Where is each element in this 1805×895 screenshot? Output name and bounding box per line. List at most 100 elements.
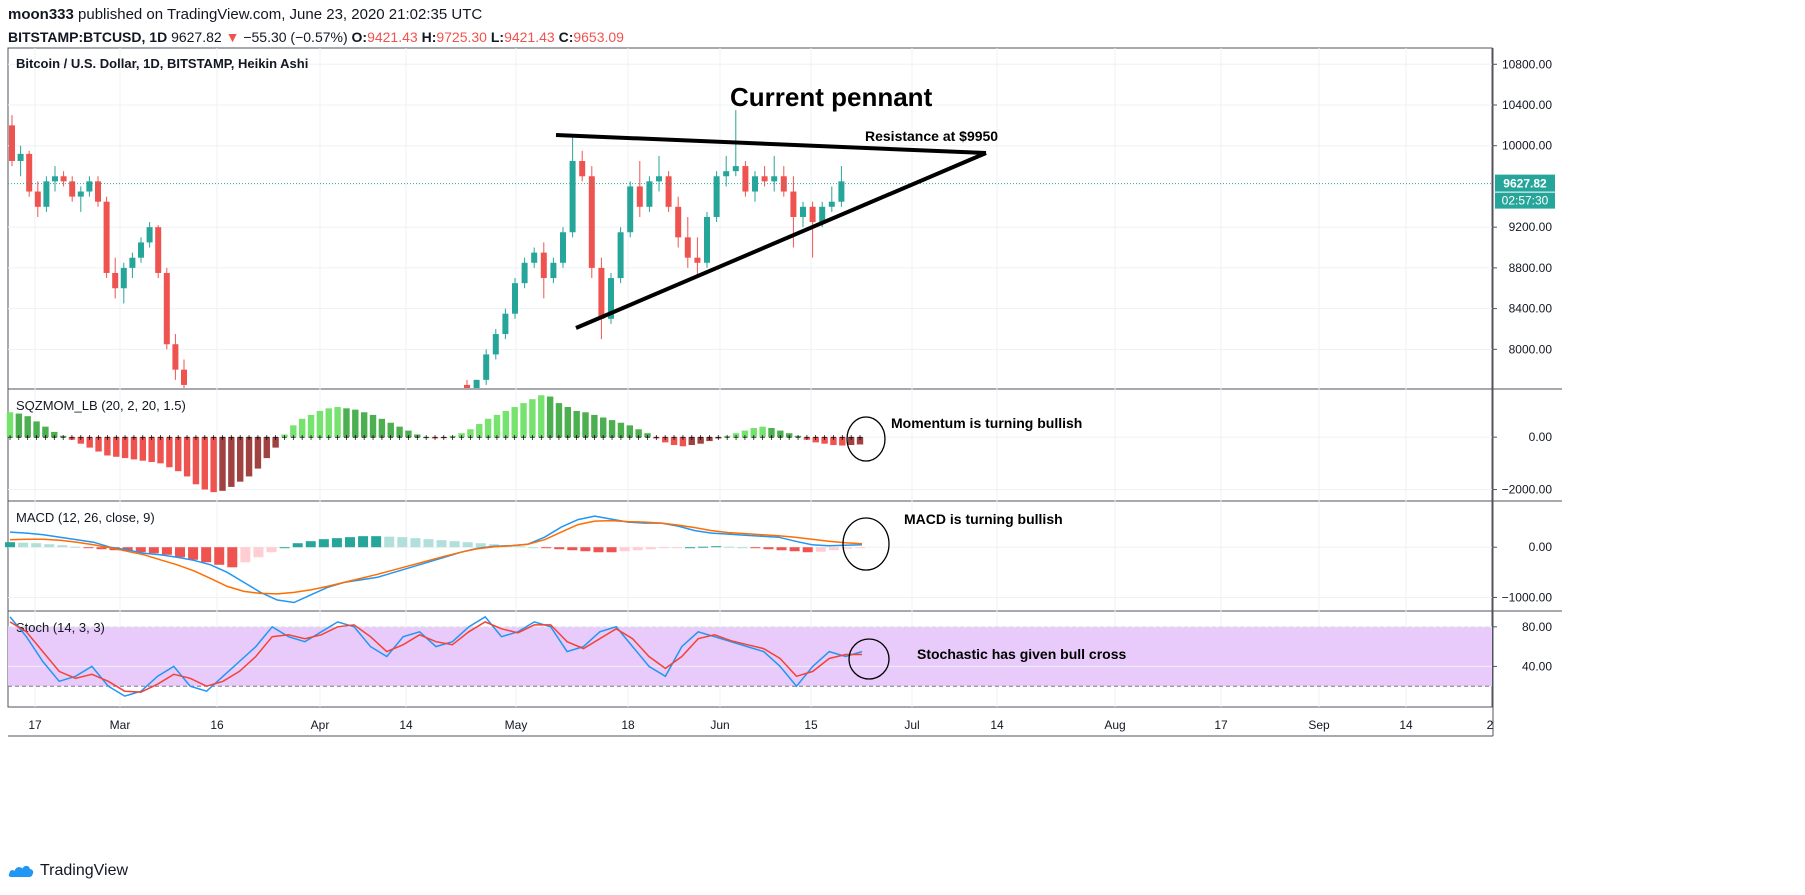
macd-histogram-bar bbox=[528, 547, 539, 549]
publisher-name[interactable]: moon333 bbox=[8, 6, 74, 23]
close-value: 9653.09 bbox=[573, 29, 624, 45]
macd-histogram-bar bbox=[789, 547, 800, 552]
candle-body bbox=[473, 379, 480, 388]
squeeze-dot: + bbox=[441, 433, 447, 444]
candle-body bbox=[43, 181, 50, 207]
momentum-bar bbox=[626, 425, 633, 438]
macd-histogram-bar bbox=[201, 547, 212, 563]
macd-histogram-bar bbox=[658, 547, 669, 549]
momentum-bar bbox=[467, 429, 474, 438]
squeeze-dot: + bbox=[166, 433, 172, 444]
momentum-bar bbox=[546, 396, 554, 438]
momentum-bar bbox=[555, 403, 563, 438]
tradingview-brand[interactable]: TradingView bbox=[40, 862, 129, 879]
squeeze-dot: + bbox=[122, 433, 128, 444]
momentum-bar bbox=[750, 427, 757, 438]
momentum-bar bbox=[51, 431, 58, 438]
momentum-bar bbox=[821, 437, 828, 444]
squeeze-dot: + bbox=[361, 433, 367, 444]
squeeze-dot: + bbox=[822, 433, 828, 444]
squeeze-dot: + bbox=[104, 433, 110, 444]
squeeze-dot: + bbox=[282, 433, 288, 444]
momentum-bar bbox=[511, 407, 518, 438]
candle-body bbox=[694, 257, 701, 263]
macd-histogram-bar bbox=[580, 547, 591, 552]
squeeze-dot: + bbox=[671, 433, 677, 444]
candle-body bbox=[112, 272, 119, 289]
macd-histogram-bar bbox=[371, 536, 382, 548]
candle-body bbox=[742, 166, 749, 192]
macd-histogram-bar bbox=[410, 538, 421, 548]
macd-histogram-bar bbox=[632, 547, 643, 551]
macd-histogram-bar bbox=[671, 547, 682, 549]
macd-histogram-bar bbox=[175, 547, 185, 558]
momentum-bar bbox=[130, 437, 138, 460]
macd-histogram-bar bbox=[188, 547, 199, 560]
momentum-bar bbox=[803, 437, 811, 440]
macd-histogram-bar bbox=[750, 547, 761, 549]
macd-histogram-bar bbox=[776, 547, 787, 551]
candle-body bbox=[656, 176, 662, 182]
high-value: 9725.30 bbox=[436, 29, 487, 45]
candle-body bbox=[492, 334, 499, 355]
macd-histogram-bar bbox=[436, 540, 447, 548]
momentum-bar bbox=[343, 408, 350, 438]
macd-histogram-bar bbox=[305, 541, 316, 548]
momentum-circle bbox=[846, 416, 886, 462]
momentum-bar bbox=[183, 437, 191, 477]
momentum-bar bbox=[723, 435, 731, 438]
momentum-bar bbox=[254, 437, 262, 469]
squeeze-dot: + bbox=[715, 433, 721, 444]
squeeze-dot: + bbox=[600, 433, 606, 444]
y-tick-label: −2000.00 bbox=[1502, 483, 1553, 497]
squeeze-dot: + bbox=[574, 433, 580, 444]
squeeze-dot: + bbox=[60, 433, 66, 444]
squeeze-dot: + bbox=[565, 433, 571, 444]
momentum-bar bbox=[644, 433, 651, 438]
momentum-bar bbox=[113, 437, 120, 457]
squeeze-dot: + bbox=[538, 433, 544, 444]
candle-body bbox=[464, 384, 470, 388]
momentum-bar bbox=[334, 407, 341, 438]
squeeze-dot: + bbox=[255, 433, 261, 444]
momentum-bar bbox=[104, 437, 111, 456]
squeeze-dot: + bbox=[636, 433, 642, 444]
x-tick-label: 17 bbox=[1214, 718, 1228, 732]
momentum-bar bbox=[228, 437, 235, 487]
x-tick-label: 2 bbox=[1487, 718, 1494, 732]
candle-body bbox=[69, 181, 76, 197]
momentum-bar bbox=[679, 437, 687, 447]
momentum-bar bbox=[484, 418, 492, 438]
candle-body bbox=[598, 267, 605, 319]
momentum-bar bbox=[768, 427, 775, 438]
macd-histogram-bar bbox=[5, 542, 15, 548]
momentum-bar bbox=[697, 437, 704, 444]
close-label: C: bbox=[558, 29, 574, 45]
candle-body bbox=[77, 191, 84, 197]
squeeze-dot: + bbox=[352, 433, 358, 444]
momentum-bar bbox=[6, 412, 14, 438]
squeeze-dot: + bbox=[290, 433, 296, 444]
macd-histogram-bar bbox=[711, 546, 722, 548]
x-tick-label: Jun bbox=[710, 718, 729, 732]
candle-body bbox=[838, 181, 845, 202]
momentum-bar bbox=[360, 412, 368, 438]
momentum-bar bbox=[635, 429, 642, 438]
x-tick-label: 16 bbox=[210, 718, 224, 732]
squeeze-dot: + bbox=[645, 433, 651, 444]
x-tick-label: May bbox=[505, 718, 528, 732]
candle-body bbox=[828, 201, 835, 207]
macd-histogram-bar bbox=[567, 547, 578, 551]
squeeze-dot: + bbox=[131, 433, 137, 444]
y-tick-label: 10800.00 bbox=[1502, 57, 1552, 71]
momentum-bar bbox=[175, 437, 182, 472]
momentum-bar bbox=[396, 426, 403, 438]
momentum-bar bbox=[662, 437, 669, 443]
candle-body bbox=[675, 206, 682, 238]
macd-histogram-bar bbox=[161, 547, 172, 555]
macd-histogram-bar bbox=[57, 545, 68, 548]
chart-canvas[interactable]: 17 Mar 16 Apr 14 May 18 Jun 15 Jul 14 Aug 17 Sep 14 2 10… bbox=[0, 0, 1805, 860]
momentum-bar bbox=[564, 407, 572, 438]
macd-histogram-bar bbox=[593, 547, 604, 553]
momentum-bar bbox=[352, 409, 359, 438]
